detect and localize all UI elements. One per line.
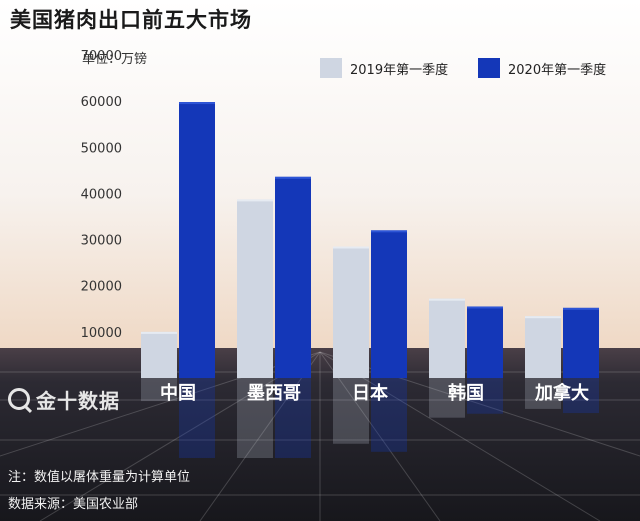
bar-top-highlight <box>333 246 369 249</box>
legend-item-2019: 2019年第一季度 <box>320 58 448 78</box>
bar-reflection <box>141 378 177 402</box>
bar-reflection <box>333 378 369 444</box>
y-tick-label: 70000 <box>81 49 122 64</box>
legend-label-2019: 2019年第一季度 <box>350 62 449 78</box>
bar-top-highlight <box>371 230 407 233</box>
bar-2019 <box>333 246 369 378</box>
x-category-label: 日本 <box>352 382 388 404</box>
y-tick-label: 60000 <box>81 95 122 110</box>
chart-title: 美国猪肉出口前五大市场 <box>10 8 252 32</box>
bar-reflection <box>525 378 561 409</box>
bar-top-highlight <box>237 199 273 202</box>
bar-reflection <box>467 378 503 414</box>
y-tick-label: 50000 <box>81 141 122 156</box>
bar-2019 <box>237 199 273 378</box>
bar-2020 <box>563 307 599 378</box>
x-category-label: 中国 <box>160 382 196 404</box>
bar-2019 <box>429 298 465 378</box>
bar-2019 <box>525 316 561 378</box>
magnifier-q-icon <box>8 388 30 410</box>
bar-top-highlight <box>467 306 503 309</box>
footnote: 注：数值以屠体重量为计算单位 <box>8 470 191 485</box>
bar-top-highlight <box>429 298 465 301</box>
legend-label-2020: 2020年第一季度 <box>508 62 607 78</box>
bar-2020 <box>371 230 407 378</box>
bar-reflection <box>371 378 407 452</box>
bar-top-highlight <box>275 176 311 179</box>
y-tick-label: 30000 <box>81 234 122 249</box>
bar-2020 <box>179 102 215 379</box>
bar-top-highlight <box>141 331 177 334</box>
bar-reflection <box>237 378 273 458</box>
brand-logo-text: 金十数据 <box>36 388 120 413</box>
bar-2020 <box>467 306 503 378</box>
bar-top-highlight <box>525 316 561 319</box>
unit-label: 单位：万镑 <box>82 52 148 67</box>
y-tick-label: 20000 <box>81 280 122 295</box>
legend-swatch-2020 <box>478 58 500 78</box>
x-category-label: 墨西哥 <box>247 383 301 404</box>
bar-reflection <box>179 378 215 458</box>
bar-top-highlight <box>563 307 599 310</box>
bar-reflection <box>429 378 465 418</box>
x-category-label: 加拿大 <box>534 382 589 404</box>
y-tick-label: 40000 <box>81 187 122 202</box>
bar-top-highlight <box>179 102 215 105</box>
brand-logo: 金十数据 <box>8 384 120 414</box>
x-category-label: 韩国 <box>448 382 484 404</box>
bar-reflection <box>275 378 311 458</box>
bar-2020 <box>275 176 311 378</box>
legend-swatch-2019 <box>320 58 342 78</box>
data-source: 数据来源：美国农业部 <box>8 497 139 512</box>
y-tick-label: 10000 <box>81 326 122 341</box>
bar-2019 <box>141 331 177 378</box>
bar-reflection <box>563 378 599 414</box>
legend-item-2020: 2020年第一季度 <box>478 58 606 78</box>
